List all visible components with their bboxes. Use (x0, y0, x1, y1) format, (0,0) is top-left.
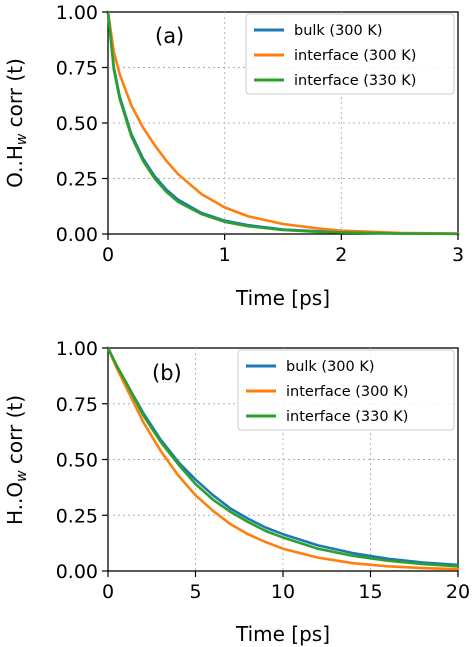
panel-label-a: (a) (155, 24, 184, 48)
y-tick-label: 0.50 (56, 450, 98, 472)
x-tick-label: 0 (102, 244, 114, 266)
x-tick-label: 15 (358, 581, 382, 603)
x-ticks-a: 0 1 2 3 (102, 234, 464, 266)
legend-entry: bulk (300 K) (286, 359, 375, 375)
series-line-3 (106, 10, 460, 236)
legend-entry: interface (330 K) (286, 409, 408, 425)
x-tick-label: 5 (189, 581, 201, 603)
y-ticks-b: 0.00 0.25 0.50 0.75 1.00 (56, 338, 108, 583)
y-tick-label: 0.75 (56, 394, 98, 416)
legend-entry: interface (330 K) (294, 73, 416, 89)
legend-box-a (245, 13, 455, 95)
y-axis-label-tail-b: corr (t) (3, 395, 27, 471)
legend-items-a: bulk (300 K) interface (300 K) interface (… (254, 23, 416, 89)
y-axis-label-b: H..Ow corr (t) (3, 395, 30, 525)
legend-b: bulk (300 K) interface (300 K) interface (… (237, 349, 455, 431)
x-axis-label-b: Time [ps] (235, 622, 330, 646)
panel-label-b: (b) (152, 361, 182, 385)
x-ticks-b: 0 5 10 15 20 (102, 571, 470, 603)
y-tick-label: 1.00 (56, 338, 98, 360)
curves-b (106, 346, 460, 571)
series-line-2 (106, 10, 460, 235)
y-axis-label-sub-a: w (14, 133, 30, 145)
y-ticks-a: 0.00 0.25 0.50 0.75 1.00 (56, 2, 108, 246)
y-axis-label-main-a: O..H (3, 145, 27, 188)
series-line-3 (106, 346, 460, 568)
legend-entry: interface (300 K) (286, 384, 408, 400)
x-tick-label: 1 (219, 244, 231, 266)
x-tick-label: 0 (102, 581, 114, 603)
y-axis-label-tail-a: corr (t) (3, 58, 27, 134)
y-tick-label: 1.00 (56, 2, 98, 24)
x-tick-label: 10 (271, 581, 295, 603)
x-tick-label: 3 (452, 244, 464, 266)
series-line-2 (106, 346, 460, 571)
legend-box-b (237, 349, 455, 431)
y-tick-label: 0.50 (56, 113, 98, 135)
y-tick-label: 0.25 (56, 505, 98, 527)
y-tick-label: 0.00 (56, 561, 98, 583)
curves-a (106, 10, 460, 236)
y-tick-label: 0.75 (56, 58, 98, 80)
panel-b: 0 5 10 15 20 0.00 0.25 0.50 0.75 1.00 (b) Time [… (3, 338, 470, 646)
y-axis-label-sub-b: w (14, 470, 30, 482)
y-tick-label: 0.25 (56, 169, 98, 191)
y-tick-label: 0.00 (56, 224, 98, 246)
x-tick-label: 20 (446, 581, 470, 603)
legend-items-b: bulk (300 K) interface (300 K) interface (… (246, 359, 408, 425)
y-axis-label-a: O..Hw corr (t) (3, 58, 30, 188)
legend-entry: interface (300 K) (294, 48, 416, 64)
x-axis-label-a: Time [ps] (235, 286, 330, 310)
legend-a: bulk (300 K) interface (300 K) interface (… (245, 13, 455, 95)
x-tick-label: 2 (335, 244, 347, 266)
legend-entry: bulk (300 K) (294, 23, 383, 39)
y-axis-label-main-b: H..O (3, 482, 27, 525)
